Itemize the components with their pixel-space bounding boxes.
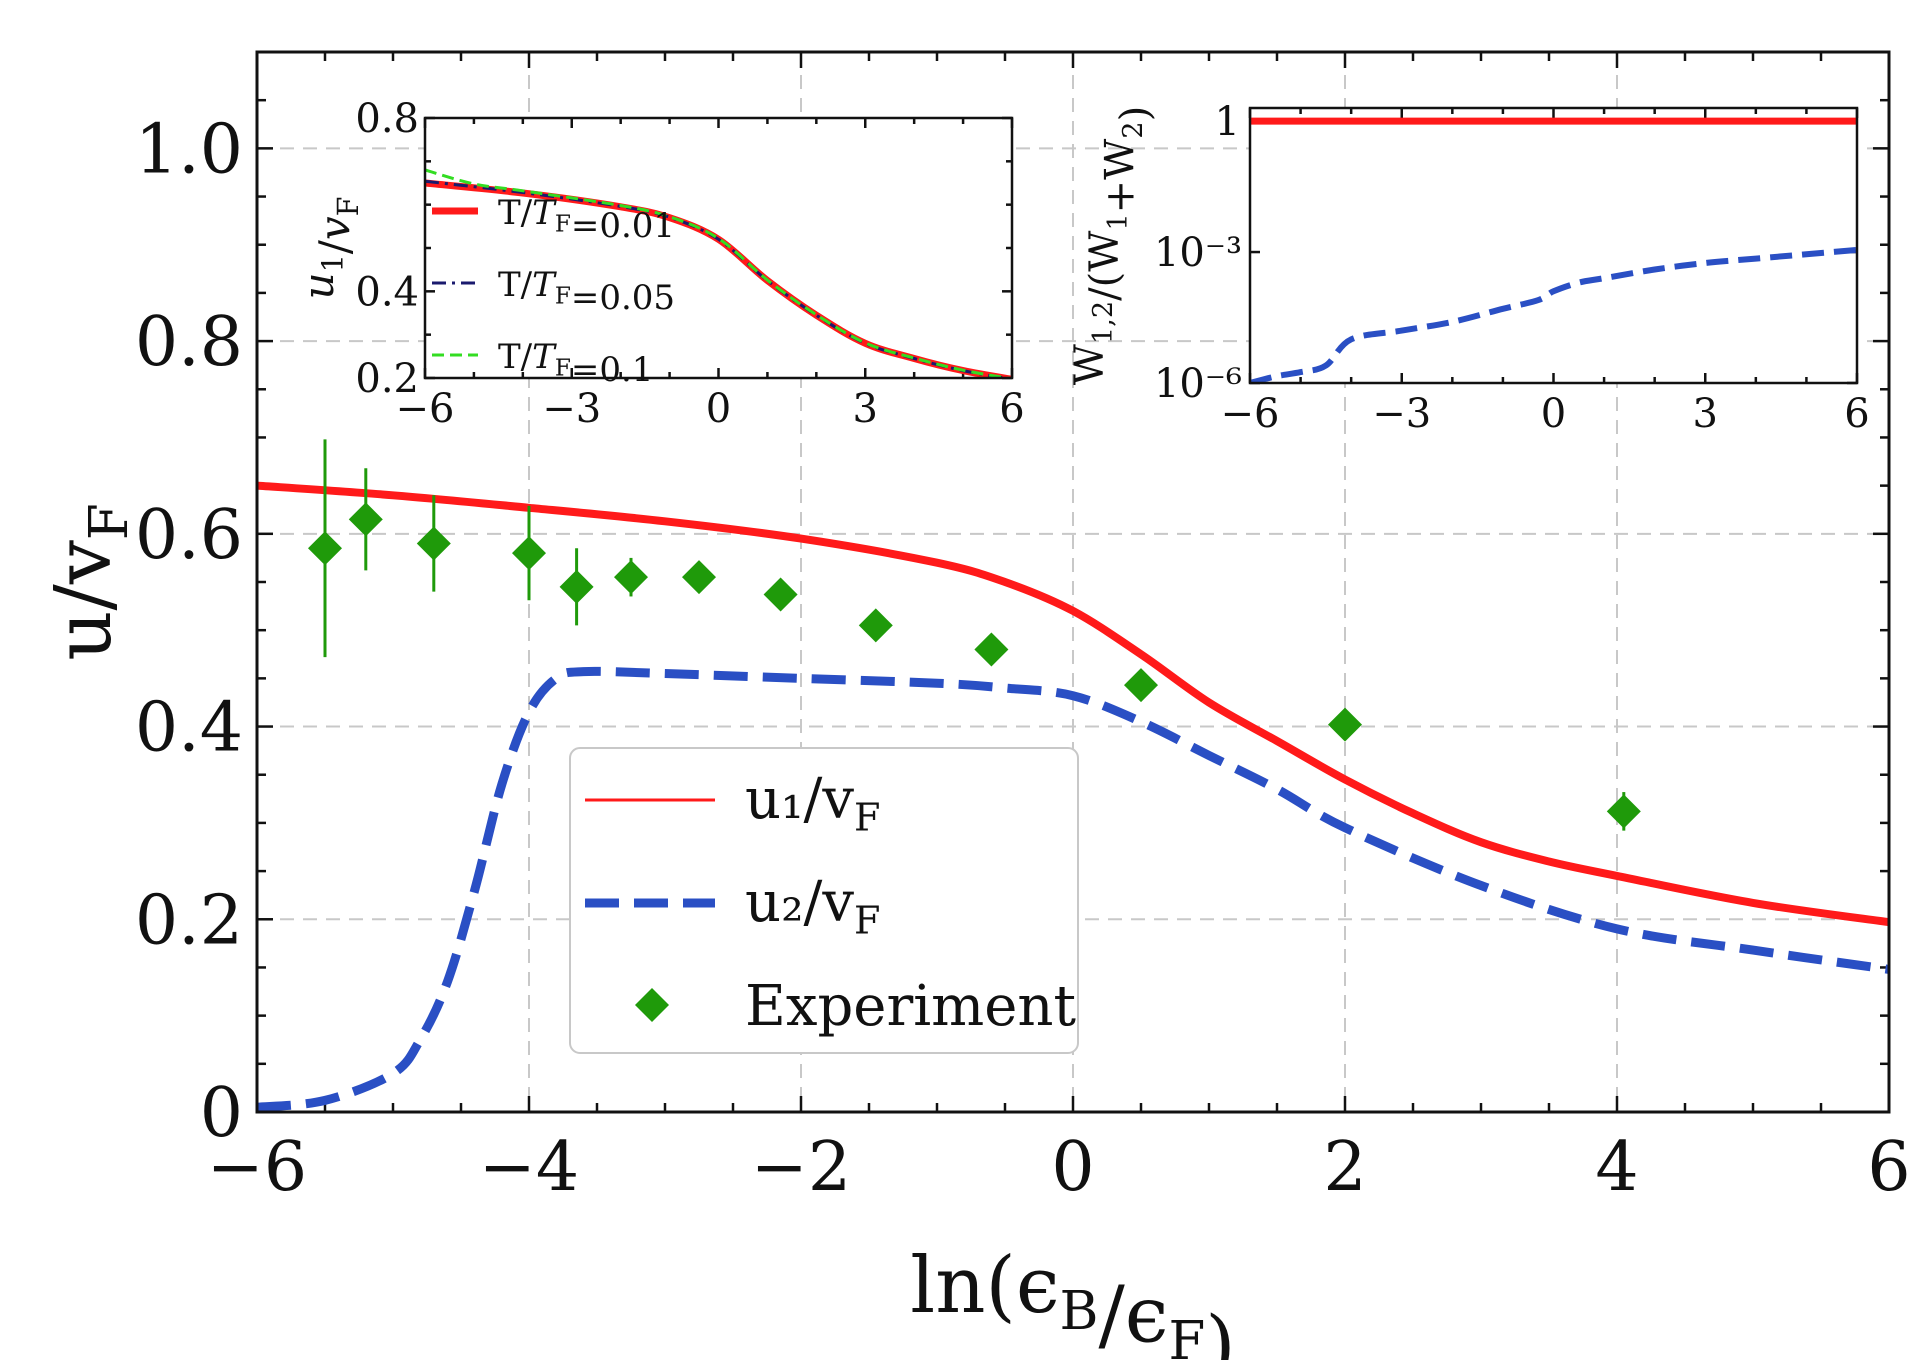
inset-left-x-tick-label: 3 bbox=[853, 386, 878, 432]
main-x-tick-label: −4 bbox=[479, 1128, 579, 1207]
inset-left-y-tick-label: 0.4 bbox=[355, 269, 419, 315]
main-x-tick-label: −2 bbox=[751, 1128, 851, 1207]
inset-right-x-tick-label: 0 bbox=[1541, 391, 1566, 437]
main-y-tick-label: 1.0 bbox=[135, 110, 243, 189]
experiment-point bbox=[559, 569, 594, 604]
legend-label-u1: u₁/vF bbox=[745, 767, 880, 839]
inset-left-background bbox=[425, 118, 1012, 378]
experiment-point bbox=[348, 502, 383, 537]
legend-label-experiment: Experiment bbox=[745, 974, 1076, 1039]
experiment-point bbox=[974, 632, 1009, 667]
u2-curve bbox=[257, 666, 1889, 1112]
experiment-point bbox=[1606, 794, 1641, 829]
inset-left-y-tick-label: 0.8 bbox=[355, 96, 419, 142]
u1-curve bbox=[257, 481, 1889, 927]
experiment-point bbox=[308, 531, 342, 566]
main-y-tick-label: 0.8 bbox=[135, 303, 243, 382]
inset-left: −6 −3 0 3 6 0.2 0.4 0.8 u1/vF T/TF=0.01 T/TF=0.05 T… bbox=[294, 96, 1025, 432]
inset-left-x-tick-label: 0 bbox=[706, 386, 731, 432]
main-plot: −6 −4 −2 0 2 4 6 0 0.2 0.4 0.6 0.8 1.0 ln(ϵB/ϵF) u/vF u… bbox=[39, 50, 1911, 1360]
inset-left-legend-label-2: T/TF=0.1 bbox=[498, 337, 653, 390]
legend-marker-experiment bbox=[635, 988, 669, 1022]
inset-right-x-tick-label: −6 bbox=[1221, 391, 1280, 437]
main-x-tick-label: 6 bbox=[1867, 1128, 1910, 1207]
main-y-tick-label: 0.2 bbox=[135, 881, 243, 960]
main-y-axis-label: u/vF bbox=[39, 503, 140, 660]
inset-left-x-tick-label: −3 bbox=[542, 386, 601, 432]
experiment-point bbox=[763, 577, 798, 612]
experiment-series bbox=[308, 439, 1641, 831]
inset-right-y-tick-label: 1 bbox=[1215, 99, 1240, 145]
inset-right-y-tick-label: 10⁻⁶ bbox=[1154, 361, 1242, 407]
legend-label-u2: u₂/vF bbox=[745, 870, 880, 942]
legend-box bbox=[569, 747, 1079, 1054]
main-x-tick-label: 0 bbox=[1051, 1128, 1094, 1207]
main-x-tick-label: 4 bbox=[1595, 1128, 1638, 1207]
inset-left-frame bbox=[423, 116, 1014, 380]
main-y-tick-label: 0.4 bbox=[135, 689, 243, 768]
inset-left-y-axis-label: u1/vF bbox=[294, 197, 365, 300]
inset-left-x-tick-label: 6 bbox=[999, 386, 1024, 432]
experiment-point bbox=[1124, 668, 1158, 703]
experiment-point bbox=[858, 608, 893, 643]
inset-right-frame bbox=[1248, 106, 1859, 385]
main-y-tick-label: 0 bbox=[200, 1074, 243, 1153]
inset-right-w2-curve bbox=[1250, 246, 1857, 383]
main-y-tick-label: 0.6 bbox=[135, 496, 243, 575]
inset-right-background bbox=[1250, 108, 1857, 383]
main-x-axis-label: ln(ϵB/ϵF) bbox=[910, 1241, 1235, 1360]
inset-left-y-tick-label: 0.2 bbox=[355, 356, 419, 402]
experiment-point bbox=[512, 536, 546, 571]
inset-right: −6 −3 0 3 6 10⁻⁶ 10⁻³ 1 W1,2/(W1+W2) bbox=[1067, 99, 1870, 437]
inset-left-legend-label-0: T/TF=0.01 bbox=[498, 193, 675, 246]
inset-left-legend-label-1: T/TF=0.05 bbox=[498, 265, 675, 318]
main-x-tick-label: 2 bbox=[1323, 1128, 1366, 1207]
main-frame bbox=[255, 50, 1891, 1114]
inset-right-x-tick-label: −3 bbox=[1372, 391, 1431, 437]
inset-right-x-tick-label: 3 bbox=[1693, 391, 1718, 437]
inset-left-x-tick-label: −6 bbox=[396, 386, 455, 432]
inset-right-x-tick-label: 6 bbox=[1844, 391, 1869, 437]
inset-right-y-axis-label: W1,2/(W1+W2) bbox=[1067, 106, 1159, 385]
experiment-point bbox=[1328, 707, 1362, 742]
inset-left-curve-2 bbox=[425, 168, 1012, 378]
experiment-point bbox=[682, 560, 716, 595]
experiment-point bbox=[614, 560, 648, 595]
inset-right-y-tick-label: 10⁻³ bbox=[1154, 230, 1242, 276]
experiment-point bbox=[416, 526, 451, 561]
main-x-tick-label: −6 bbox=[207, 1128, 307, 1207]
main-legend: u₁/vF u₂/vF Experiment bbox=[569, 747, 1079, 1054]
